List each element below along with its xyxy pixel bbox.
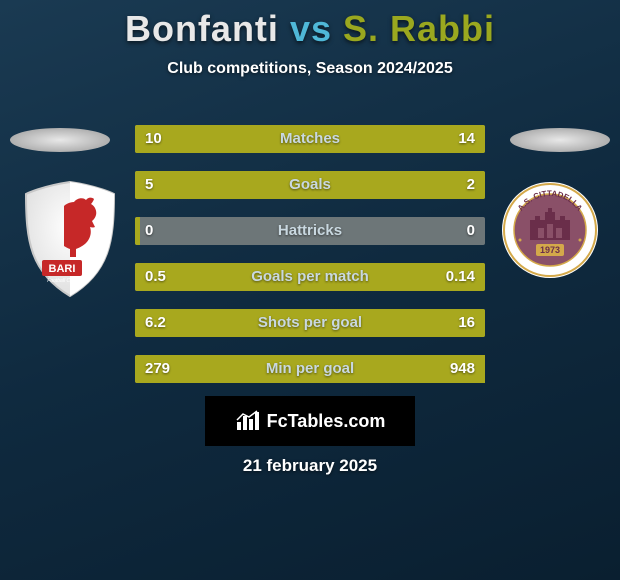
- stat-value-left: 10: [145, 125, 162, 153]
- stat-value-right: 0: [467, 217, 475, 245]
- fctables-badge: FcTables.com: [205, 396, 415, 446]
- stat-value-right: 2: [467, 171, 475, 199]
- stat-value-left: 6.2: [145, 309, 166, 337]
- crest-right: A.S. CITTADELLA 1973: [500, 180, 600, 300]
- stat-row: Shots per goal6.2 16: [135, 309, 485, 337]
- stat-row: Hattricks0 0: [135, 217, 485, 245]
- stat-value-right: 16: [458, 309, 475, 337]
- title-player2: S. Rabbi: [343, 8, 495, 49]
- stat-value-left: 0: [145, 217, 153, 245]
- stat-value-left: 0.5: [145, 263, 166, 291]
- subtitle: Club competitions, Season 2024/2025: [0, 60, 620, 78]
- stat-label: Matches: [135, 125, 485, 153]
- stat-row: Matches10 14: [135, 125, 485, 153]
- stat-label: Shots per goal: [135, 309, 485, 337]
- fctables-icon: [235, 410, 261, 432]
- stat-value-left: 5: [145, 171, 153, 199]
- stat-row: Min per goal279 948: [135, 355, 485, 383]
- stat-value-left: 279: [145, 355, 170, 383]
- stat-row: Goals5 2: [135, 171, 485, 199]
- ellipse-left-decor: [10, 128, 110, 152]
- stat-label: Goals: [135, 171, 485, 199]
- title-vs: vs: [290, 8, 332, 49]
- title-player1: Bonfanti: [125, 8, 279, 49]
- stat-value-right: 0.14: [446, 263, 475, 291]
- stat-row: Goals per match0.5 0.14: [135, 263, 485, 291]
- date-text: 21 february 2025: [0, 456, 620, 476]
- stat-label: Goals per match: [135, 263, 485, 291]
- infographic-root: Bonfanti vs S. Rabbi Club competitions, …: [0, 0, 620, 580]
- fctables-text: FcTables.com: [267, 411, 386, 432]
- stat-label: Hattricks: [135, 217, 485, 245]
- cittadella-year: 1973: [540, 245, 560, 255]
- crest-left: BARI Football Club: [20, 180, 120, 300]
- svg-text:Football Club: Football Club: [47, 278, 77, 284]
- stat-bars: Matches10 14 Goals5 2 Hattricks0 0 Goals per m…: [135, 125, 485, 401]
- stat-value-right: 948: [450, 355, 475, 383]
- stat-label: Min per goal: [135, 355, 485, 383]
- cittadella-crest-svg: A.S. CITTADELLA 1973: [500, 180, 600, 280]
- title: Bonfanti vs S. Rabbi: [0, 8, 620, 50]
- stat-value-right: 14: [458, 125, 475, 153]
- bari-text: BARI: [49, 263, 76, 275]
- bari-crest-svg: BARI Football Club: [20, 180, 120, 300]
- ellipse-right-decor: [510, 128, 610, 152]
